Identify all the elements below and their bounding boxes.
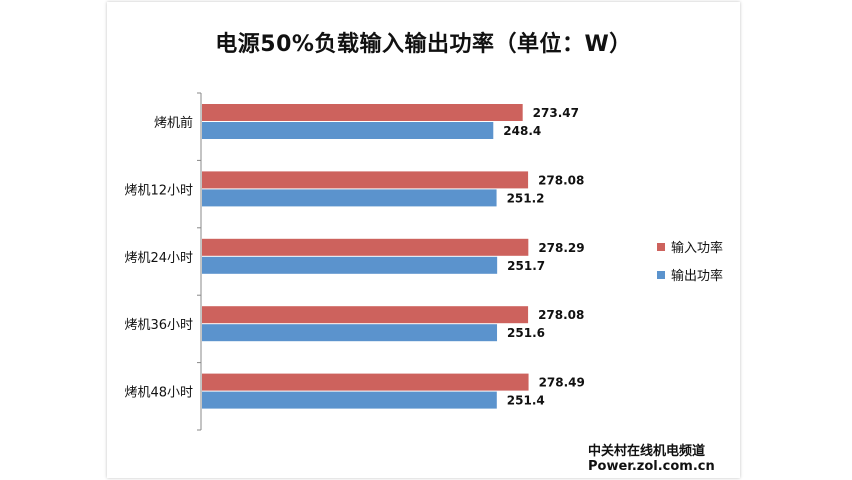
source-line-2: Power.zol.com.cn (588, 459, 715, 474)
data-label: 251.6 (507, 326, 545, 340)
bar-output (202, 324, 498, 342)
data-label: 248.4 (503, 124, 541, 138)
legend-swatch (657, 271, 665, 279)
bar-output (202, 122, 494, 139)
bar-input (202, 104, 523, 121)
chart-title: 电源50%负载输入输出功率（单位：W） (215, 32, 632, 57)
bar-input (202, 306, 529, 324)
data-label: 278.08 (538, 173, 584, 187)
bar-output (202, 391, 497, 409)
category-label: 烤机12小时 (124, 183, 193, 198)
category-label: 烤机24小时 (124, 251, 193, 266)
bar-input (202, 373, 529, 391)
bar-output (202, 189, 497, 207)
category-label: 烤机36小时 (124, 318, 193, 333)
legend-label: 输出功率 (671, 268, 723, 284)
data-label: 251.4 (507, 394, 545, 408)
data-label: 278.08 (538, 308, 584, 322)
data-label: 278.49 (539, 376, 585, 390)
category-label: 烤机48小时 (124, 386, 193, 401)
data-label: 251.7 (507, 259, 545, 273)
legend-label: 输入功率 (671, 240, 723, 256)
bar-input (202, 238, 529, 256)
bar-output (202, 256, 498, 274)
bar-input (202, 171, 529, 189)
source-line-1: 中关村在线机电频道 (588, 444, 706, 459)
data-label: 273.47 (533, 106, 579, 120)
legend-swatch (657, 243, 665, 251)
data-label: 278.29 (538, 241, 584, 255)
category-label: 烤机前 (154, 115, 193, 131)
data-label: 251.2 (507, 191, 545, 205)
